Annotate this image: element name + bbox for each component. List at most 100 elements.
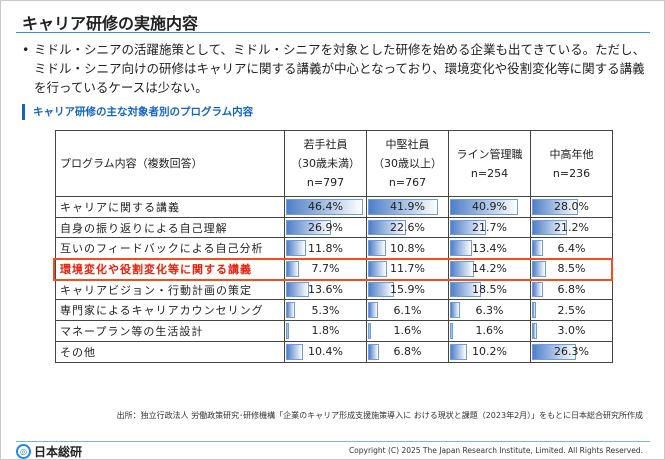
table-row: 専門家によるキャリアカウンセリング 5.3% 6.1% 6.3% 2.5% — [55, 299, 613, 322]
value-text: 1.8% — [311, 324, 340, 338]
table-row: キャリアビジョン・行動計画の策定 13.6% 15.9% 18.5% 6.8% — [55, 278, 613, 301]
column-header-l1: ライン管理職 — [456, 147, 523, 161]
row-label: 互いのフィードバックによる自己分析 — [55, 237, 285, 260]
value-cell: 21.2% — [530, 216, 613, 239]
value-text: 28.0% — [554, 200, 589, 214]
logo-icon: ◎ — [16, 444, 31, 459]
value-text: 11.7% — [390, 262, 425, 276]
data-bar — [368, 343, 380, 360]
value-cell: 46.4% — [284, 196, 367, 218]
column-header: ライン管理職 n=254 — [448, 130, 531, 197]
value-text: 18.5% — [472, 283, 507, 297]
copyright: Copyright (C) 2025 The Japan Research In… — [348, 446, 643, 455]
table-row: 自身の振り返りによる自己理解 26.9% 22.6% 21.7% 21.2% — [55, 216, 613, 239]
table-row: その他 10.4% 6.8% 10.2% 26.3% — [55, 340, 613, 363]
data-bar — [532, 219, 568, 236]
value-cell: 11.8% — [284, 237, 367, 260]
row-label: 専門家によるキャリアカウンセリング — [55, 299, 285, 322]
column-header-l1: 若手社員 — [303, 138, 348, 151]
slide-title: キャリア研修の実施内容 — [22, 14, 199, 33]
data-bar — [286, 323, 289, 339]
value-cell: 5.3% — [284, 299, 367, 322]
table-row: 環境変化や役割変化等に関する講義 7.7% 11.7% 14.2% 8.5% — [55, 258, 613, 280]
data-bar — [368, 281, 395, 298]
value-text: 5.3% — [311, 303, 340, 317]
value-cell: 6.8% — [366, 340, 449, 363]
value-cell: 1.6% — [448, 320, 531, 342]
value-cell: 26.9% — [284, 216, 367, 239]
data-bar — [532, 343, 576, 360]
data-bar — [368, 240, 386, 257]
source-note: 出所：独立行政法人 労働政策研究･研修機構「企業のキャリア形成支援施策導入に お… — [116, 411, 643, 420]
value-cell: 1.6% — [366, 320, 449, 342]
value-text: 14.2% — [472, 262, 507, 276]
bullet-text: • ミドル・シニアの活躍施策として、ミドル・シニアを対象とした研修を始める企業も出… — [22, 42, 646, 95]
column-header-l1: 中堅社員 — [385, 138, 430, 151]
value-text: 6.4% — [557, 241, 586, 255]
data-bar — [532, 199, 579, 215]
column-header-l1: 中高年他 — [549, 147, 594, 161]
value-cell: 2.5% — [530, 299, 613, 322]
data-bar — [532, 281, 544, 298]
data-bar — [286, 302, 295, 319]
data-bar — [368, 302, 379, 319]
data-bar — [532, 302, 537, 319]
data-bar — [368, 323, 371, 339]
value-text: 26.3% — [554, 345, 589, 359]
data-bar — [450, 219, 486, 236]
value-text: 21.2% — [554, 221, 589, 235]
table-row: 互いのフィードバックによる自己分析 11.8% 10.8% 13.4% 6.4% — [55, 237, 613, 260]
row-label: その他 — [55, 340, 285, 363]
value-cell: 8.5% — [530, 258, 613, 280]
value-text: 41.9% — [390, 200, 425, 214]
value-text: 26.9% — [308, 221, 343, 235]
value-text: 6.1% — [393, 303, 422, 317]
value-cell: 7.7% — [284, 258, 367, 280]
value-text: 10.8% — [390, 241, 425, 255]
footer-divider — [16, 441, 650, 442]
column-header-n: n=254 — [470, 166, 509, 180]
title-divider — [16, 32, 650, 33]
data-bar — [286, 240, 306, 257]
value-text: 21.7% — [472, 221, 507, 235]
value-cell: 26.3% — [530, 340, 613, 363]
logo: ◎ 日本総研 — [16, 444, 82, 459]
value-text: 46.4% — [308, 200, 343, 214]
data-bar — [450, 343, 467, 360]
value-cell: 15.9% — [366, 278, 449, 301]
value-cell: 1.8% — [284, 320, 367, 342]
value-cell: 3.0% — [530, 320, 613, 342]
value-text: 40.9% — [472, 200, 507, 214]
data-bar — [286, 343, 304, 360]
data-bar — [286, 261, 299, 277]
data-bar — [286, 219, 331, 236]
value-text: 10.4% — [308, 345, 343, 359]
data-bar — [532, 261, 547, 277]
value-text: 10.2% — [472, 345, 507, 359]
value-text: 13.4% — [472, 241, 507, 255]
column-header: 中堅社員 （30歳以上） n=767 — [366, 130, 449, 197]
data-bar — [450, 199, 518, 215]
section-title: キャリア研修の主な対象者別のプログラム内容 — [22, 104, 253, 120]
value-text: 3.0% — [557, 324, 586, 338]
value-cell: 22.6% — [366, 216, 449, 239]
column-header-n: n=797 — [306, 176, 345, 189]
value-text: 8.5% — [557, 262, 586, 276]
value-cell: 41.9% — [366, 196, 449, 218]
value-cell: 14.2% — [448, 258, 531, 280]
row-label: キャリアに関する講義 — [55, 196, 285, 218]
value-cell: 10.8% — [366, 237, 449, 260]
logo-name: 日本総研 — [34, 444, 83, 459]
value-text: 6.8% — [557, 283, 586, 297]
value-text: 1.6% — [475, 324, 504, 338]
value-text: 22.6% — [390, 221, 425, 235]
table-row: キャリアに関する講義 46.4% 41.9% 40.9% 28.0% — [55, 196, 613, 218]
data-bar — [286, 281, 309, 298]
data-bar — [368, 261, 388, 277]
column-header: 若手社員 （30歳未満） n=797 — [284, 130, 367, 197]
value-cell: 6.8% — [530, 278, 613, 301]
bullet-body: ミドル・シニアの活躍施策として、ミドル・シニアを対象とした研修を始める企業も出て… — [34, 42, 646, 95]
data-bar — [450, 323, 453, 339]
data-bar — [368, 219, 406, 236]
value-cell: 6.4% — [530, 237, 613, 260]
